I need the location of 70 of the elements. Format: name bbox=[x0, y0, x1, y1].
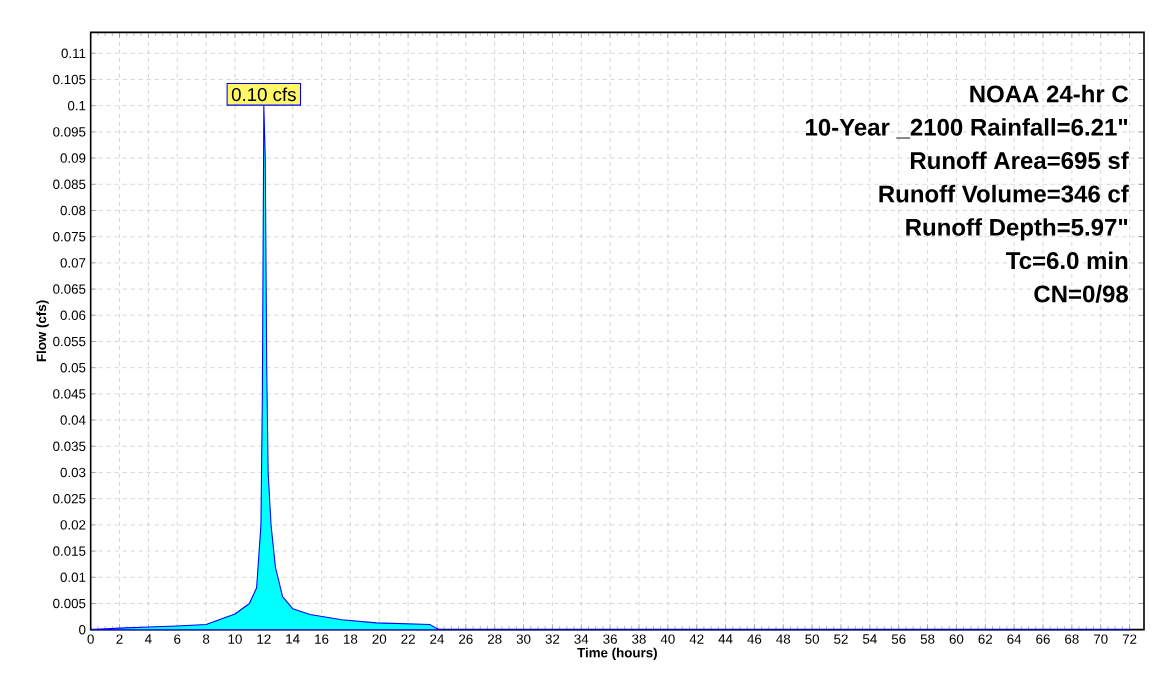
x-tick-label: 32 bbox=[545, 634, 560, 644]
x-tick-label: 50 bbox=[805, 634, 820, 644]
x-tick-label: 30 bbox=[516, 634, 531, 644]
y-tick-label: 0.045 bbox=[53, 389, 86, 399]
x-tick-label: 16 bbox=[315, 634, 329, 644]
y-tick-label: 0.08 bbox=[60, 205, 86, 216]
annotation: Runoff Depth=5.97" bbox=[906, 218, 1128, 241]
x-tick-label: 6 bbox=[174, 634, 181, 644]
x-tick-label: 64 bbox=[1007, 634, 1022, 644]
x-tick-label: 60 bbox=[949, 634, 964, 644]
y-tick-label: 0.005 bbox=[53, 598, 86, 609]
x-tick-label: 62 bbox=[978, 634, 993, 644]
x-tick-label: 72 bbox=[1122, 634, 1137, 644]
x-tick-label: 48 bbox=[776, 634, 791, 644]
y-tick-label: 0.1 bbox=[67, 100, 86, 111]
x-tick-label: 66 bbox=[1036, 634, 1050, 644]
y-tick-label: 0.05 bbox=[60, 362, 86, 373]
x-tick-label: 56 bbox=[891, 634, 906, 644]
x-tick-label: 2 bbox=[116, 634, 123, 644]
annotation: CN=0/98 bbox=[1034, 284, 1129, 303]
y-tick-label: 0.015 bbox=[53, 546, 86, 556]
x-tick-label: 8 bbox=[202, 634, 210, 644]
x-tick-label: 28 bbox=[487, 634, 502, 644]
x-tick-label: 70 bbox=[1093, 634, 1108, 644]
annotation: NOAA 24-hr C bbox=[970, 84, 1129, 103]
y-tick-label: 0.04 bbox=[60, 415, 86, 425]
y-tick-label: 0.055 bbox=[53, 336, 86, 347]
y-tick-label: 0.075 bbox=[53, 231, 86, 242]
x-tick-label: 4 bbox=[144, 634, 152, 644]
y-tick-label: 0.02 bbox=[60, 520, 86, 530]
annotation: Tc=6.0 min bbox=[1006, 251, 1128, 270]
y-tick-label: 0.11 bbox=[61, 48, 86, 59]
annotation: Runoff Volume=346 cf bbox=[879, 184, 1129, 203]
y-tick-label: 0.065 bbox=[53, 284, 86, 294]
y-tick-label: 0.095 bbox=[53, 127, 86, 137]
x-tick-label: 54 bbox=[862, 634, 877, 644]
x-tick-label: 36 bbox=[603, 634, 617, 644]
x-tick-label: 42 bbox=[689, 634, 704, 644]
y-tick-label: 0 bbox=[79, 624, 86, 635]
y-tick-label: 0.035 bbox=[53, 441, 86, 451]
x-tick-label: 52 bbox=[834, 634, 848, 644]
y-tick-label: 0.105 bbox=[53, 74, 86, 85]
x-tick-label: 40 bbox=[660, 634, 675, 644]
y-tick-label: 0.09 bbox=[60, 153, 86, 163]
x-tick-label: 18 bbox=[344, 634, 358, 644]
y-tick-label: 0.025 bbox=[53, 493, 86, 504]
x-tick-label: 68 bbox=[1065, 634, 1079, 644]
x-tick-label: 14 bbox=[286, 634, 300, 644]
x-tick-label: 44 bbox=[718, 634, 733, 644]
y-tick-label: 0.03 bbox=[60, 467, 86, 478]
x-tick-label: 24 bbox=[430, 634, 444, 644]
y-axis-title: Flow (cfs) bbox=[36, 300, 49, 362]
y-tick-label: 0.07 bbox=[60, 258, 86, 268]
x-tick-label: 46 bbox=[747, 634, 762, 644]
x-tick-label: 10 bbox=[228, 634, 242, 644]
x-tick-label: 20 bbox=[372, 634, 387, 644]
x-tick-label: 22 bbox=[401, 634, 415, 644]
x-tick-label: 58 bbox=[920, 634, 935, 644]
y-tick-label: 0.06 bbox=[60, 310, 86, 320]
annotation: 10-Year _2100 Rainfall=6.21" bbox=[806, 118, 1128, 139]
annotation: 0.10 cfs bbox=[231, 87, 296, 102]
y-tick-label: 0.085 bbox=[53, 179, 86, 189]
x-axis-title: Time (hours) bbox=[577, 647, 657, 661]
y-tick-label: 0.01 bbox=[60, 572, 86, 582]
x-tick-label: 0 bbox=[87, 634, 94, 644]
x-tick-label: 26 bbox=[459, 634, 473, 644]
x-tick-label: 12 bbox=[257, 634, 271, 644]
annotation: Runoff Area=695 sf bbox=[910, 151, 1129, 170]
x-tick-label: 38 bbox=[632, 634, 646, 644]
x-tick-label: 34 bbox=[574, 634, 589, 644]
